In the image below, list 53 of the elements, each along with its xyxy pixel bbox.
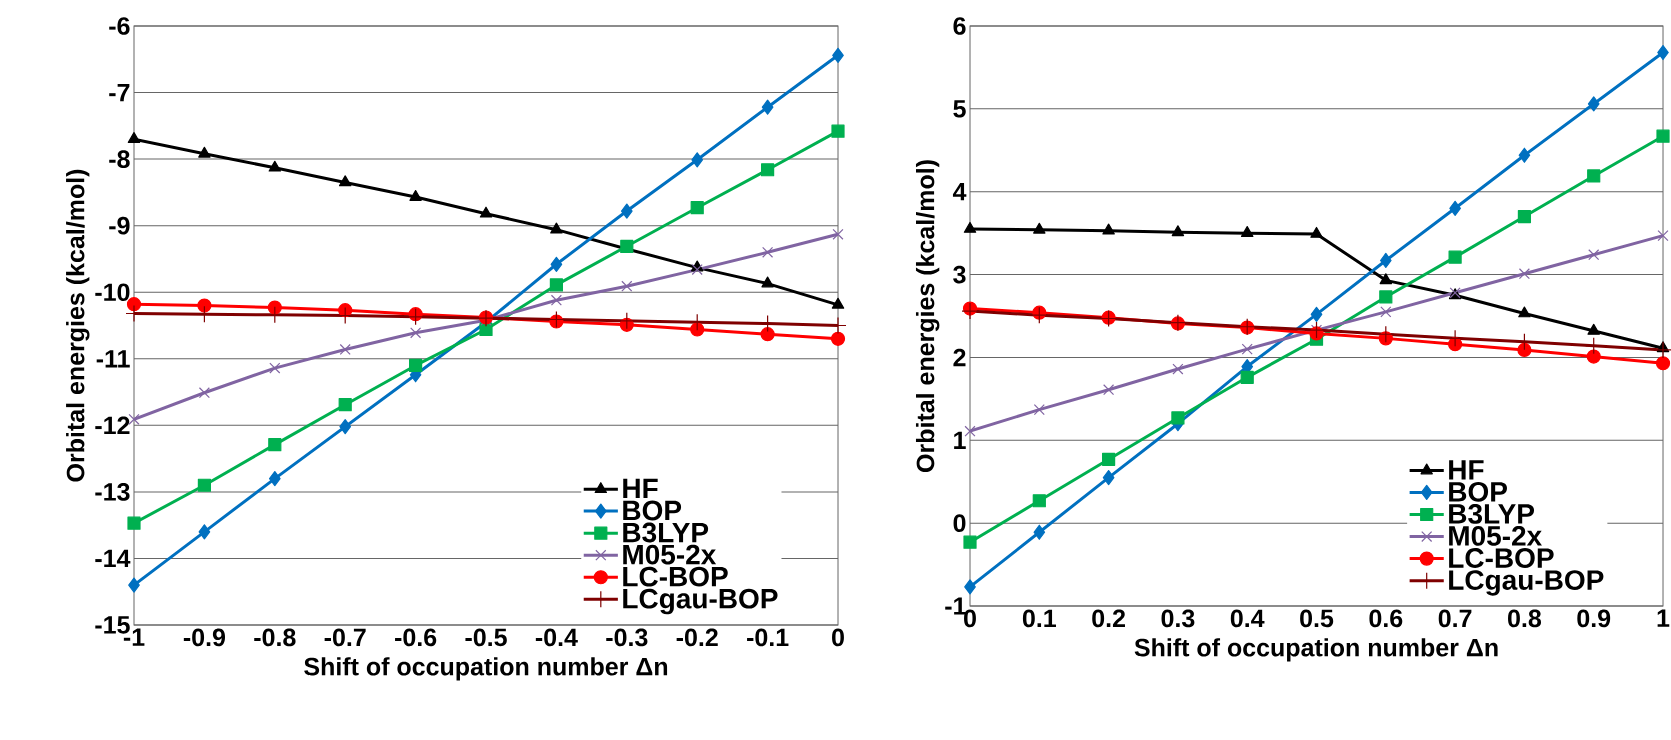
y-tick-label: -7 — [109, 83, 130, 102]
y-tick-label: -1 — [945, 597, 966, 615]
x-tick-label: -0.3 — [606, 628, 648, 647]
x-tick-label: -0.4 — [535, 628, 578, 647]
y-tick-label: 3 — [953, 265, 966, 284]
legend-label: B3LYP — [1449, 504, 1535, 524]
legend-label: BOP — [623, 500, 682, 521]
x-tick-label: 0.7 — [1438, 609, 1472, 628]
y-tick-label: -9 — [109, 216, 130, 235]
legend-label: LC-BOP — [623, 566, 728, 587]
x-tick-label: -0.5 — [465, 628, 507, 647]
legend-label: HF — [623, 478, 658, 499]
y-tick-label: -10 — [95, 283, 130, 302]
x-tick-label: 0.4 — [1230, 609, 1265, 628]
legend-label: BOP — [1449, 481, 1507, 502]
legend-label: LCgau-BOP — [1449, 570, 1604, 596]
x-tick-label: -0.1 — [747, 628, 789, 647]
x-tick-label: -0.2 — [676, 628, 718, 647]
x-tick-label: -0.7 — [324, 628, 366, 647]
y-tick-label: -11 — [96, 350, 130, 368]
legend-label: B3LYP — [623, 522, 709, 543]
x-tick-label: 0.9 — [1577, 609, 1611, 628]
legend-label: LC-BOP — [1449, 548, 1554, 568]
x-tick-label: -0.6 — [395, 628, 437, 647]
x-tick-label: 0.5 — [1300, 609, 1334, 628]
x-axis-title: Shift of occupation number Δn — [1134, 638, 1498, 662]
y-tick-label: -13 — [95, 483, 130, 501]
x-tick-label: 0.2 — [1092, 609, 1125, 628]
x-tick-label: 0.6 — [1369, 609, 1403, 628]
y-axis-title: Orbital energies (kcal/mol) — [915, 160, 940, 472]
x-tick-label: -0.8 — [254, 628, 296, 647]
y-tick-label: 6 — [953, 17, 966, 35]
x-tick-label: 0.3 — [1161, 609, 1195, 628]
legend-label: M05-2x — [623, 544, 717, 565]
x-axis-title: Shift of occupation number Δn — [304, 657, 668, 681]
legend-label: LCgau-BOP — [623, 588, 778, 615]
x-tick-label: 0.8 — [1508, 609, 1542, 628]
x-tick-label: 1 — [1657, 609, 1670, 627]
y-tick-label: 1 — [954, 431, 966, 449]
y-tick-label: 5 — [953, 100, 966, 118]
legend-label: HF — [1449, 460, 1484, 480]
y-tick-label: 0 — [953, 514, 966, 532]
y-tick-label: 2 — [953, 348, 966, 367]
y-axis-title: Orbital energies (kcal/mol) — [66, 169, 90, 482]
y-tick-label: -8 — [109, 150, 130, 168]
x-tick-label: 0 — [832, 628, 844, 647]
y-tick-label: -12 — [95, 416, 130, 435]
y-tick-label: -6 — [109, 17, 130, 35]
x-tick-label: -0.9 — [183, 628, 226, 647]
legend-label: M05-2x — [1449, 526, 1542, 546]
x-tick-label: 0.1 — [1022, 609, 1056, 628]
y-tick-label: -14 — [95, 549, 131, 568]
y-tick-label: 4 — [952, 183, 967, 201]
